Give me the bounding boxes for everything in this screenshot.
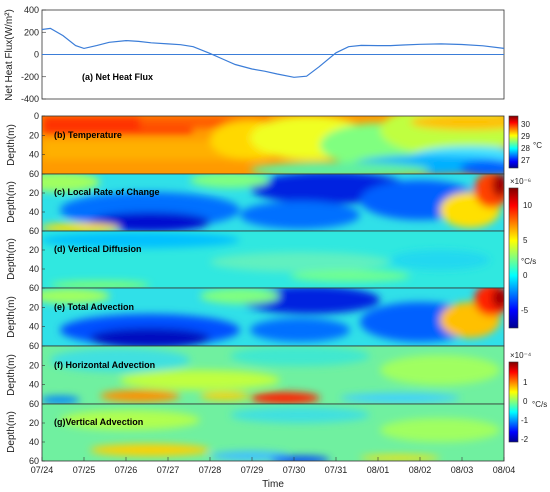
y-axis-label: Net Heat Flux(W/m²)	[4, 9, 15, 101]
depth-tick-label: 20	[29, 130, 39, 140]
panel-f-field	[42, 346, 504, 404]
y-axis-label: Depth(m)	[6, 411, 17, 453]
depth-tick-label: 20	[29, 418, 39, 428]
panel-g-frame	[41, 403, 505, 462]
y-tick-label: -400	[21, 94, 39, 104]
colorbar-unit: °C	[533, 141, 542, 150]
x-tick-label: 07/30	[283, 465, 306, 475]
colorbar-unit: °C/s	[521, 257, 536, 266]
net-heat-flux-line	[41, 27, 505, 78]
depth-tick-label: 40	[29, 437, 39, 447]
panel-c: (c) Local Rate of Change	[41, 173, 505, 232]
panel-b: (b) Temperature	[41, 115, 505, 175]
depth-tick-label: 40	[29, 207, 39, 217]
colorbar-tick: 0	[523, 271, 528, 280]
x-tick-label: 08/03	[451, 465, 474, 475]
colorbar-exponent: ×10⁻⁶	[510, 177, 531, 186]
colorbar-unit: °C/s	[532, 400, 547, 409]
depth-tick-label: 0	[34, 111, 39, 121]
panel-b-field	[42, 116, 504, 174]
y-axis-label: Depth(m)	[6, 296, 17, 338]
colorbar-temperature: 30 29 28 27 °C	[508, 115, 542, 169]
panel-e-field	[42, 288, 504, 346]
x-tick-label: 07/25	[73, 465, 96, 475]
colorbar-exponent: ×10⁻⁴	[510, 351, 532, 360]
depth-tick-label: 20	[29, 188, 39, 198]
panel-label: (c) Local Rate of Change	[54, 187, 160, 197]
y-axis-label: Depth(m)	[6, 181, 17, 223]
panel-f: (f) Horizontal Advection	[41, 345, 505, 405]
depth-tick-label: 40	[29, 322, 39, 332]
net-heat-flux-series	[41, 27, 505, 78]
x-tick-label: 08/01	[367, 465, 390, 475]
x-axis-label: Time	[262, 479, 284, 490]
y-axis-label: Depth(m)	[6, 238, 17, 280]
panel-g: (g)Vertical Advection	[41, 403, 505, 462]
colorbar-tick: -5	[521, 306, 529, 315]
x-tick-label: 07/31	[325, 465, 348, 475]
depth-tick-label: 60	[29, 226, 39, 236]
depth-tick-label: 60	[29, 456, 39, 466]
y-tick-label: 0	[34, 50, 39, 60]
panel-label: (b) Temperature	[54, 130, 122, 140]
x-tick-label: 07/28	[199, 465, 222, 475]
colorbar-tick: 28	[521, 144, 530, 153]
panel-label: (f) Horizontal Advection	[54, 360, 155, 370]
depth-tick-label: 60	[29, 169, 39, 179]
panel-g-field	[42, 404, 504, 461]
depth-tick-label: 40	[29, 264, 39, 274]
colorbar-tick: 10	[523, 201, 532, 210]
x-tick-label: 08/04	[493, 465, 516, 475]
panel-a: 400 200 0 -200 -400 (a) Net Heat Flux Net He…	[4, 5, 505, 104]
panel-label: (a) Net Heat Flux	[82, 72, 153, 82]
panel-c-field	[42, 174, 504, 231]
depth-tick-label: 20	[29, 245, 39, 255]
panel-label: (g)Vertical Advection	[54, 417, 143, 427]
depth-tick-label: 60	[29, 399, 39, 409]
colorbar-advection: ×10⁻⁴ 1 0 -1 -2 °C/s	[508, 351, 547, 444]
panel-e: (e) Total Advection	[41, 287, 505, 347]
y-tick-label: -200	[21, 72, 39, 82]
y-tick-label: 400	[24, 5, 39, 15]
depth-tick-label: 20	[29, 360, 39, 370]
panel-label: (e) Total Advection	[54, 302, 134, 312]
panel-d-field	[42, 231, 504, 288]
x-tick-label: 08/02	[409, 465, 432, 475]
x-tick-label: 07/24	[31, 465, 54, 475]
depth-tick-label: 60	[29, 341, 39, 351]
y-tick-label: 200	[24, 27, 39, 37]
colorbar-tick: 30	[521, 120, 530, 129]
colorbar-tick: 27	[521, 156, 530, 165]
x-axis-ticks: 07/24 07/25 07/26 07/27 07/28 07/29 07/30 07/31…	[31, 457, 516, 475]
colorbar-rate: ×10⁻⁶ 10 5 0 -5 °C/s	[508, 177, 536, 329]
x-tick-label: 07/26	[115, 465, 138, 475]
colorbar-tick: -1	[521, 416, 529, 425]
colorbar-tick: 1	[523, 378, 528, 387]
y-axis-label: Depth(m)	[6, 354, 17, 396]
panel-d: (d) Vertical Diffusion	[41, 230, 505, 289]
depth-tick-label: 40	[29, 380, 39, 390]
x-tick-label: 07/29	[241, 465, 264, 475]
depth-tick-label: 20	[29, 302, 39, 312]
panel-a-yticks: 400 200 0 -200 -400	[21, 5, 46, 104]
x-tick-label: 07/27	[157, 465, 180, 475]
colorbar-tick: 0	[523, 397, 528, 406]
colorbar-tick: 5	[523, 236, 528, 245]
y-axis-label: Depth(m)	[6, 124, 17, 166]
depth-ticks: 0 20 40 60 20 40 60 20 40 60 20 40 60 20 40 60 20 40 60	[29, 111, 45, 466]
depth-tick-label: 60	[29, 283, 39, 293]
colorbar-tick: 29	[521, 132, 530, 141]
colorbar-tick: -2	[521, 435, 529, 444]
panel-label: (d) Vertical Diffusion	[54, 244, 142, 254]
depth-tick-label: 40	[29, 150, 39, 160]
